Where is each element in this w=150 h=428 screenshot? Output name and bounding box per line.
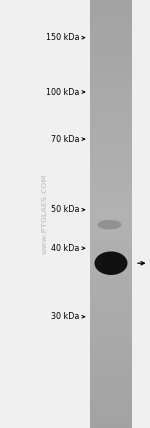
Text: 50 kDa: 50 kDa (51, 205, 80, 214)
Ellipse shape (98, 220, 122, 229)
Text: 100 kDa: 100 kDa (46, 87, 80, 97)
Text: 70 kDa: 70 kDa (51, 134, 80, 144)
Ellipse shape (94, 252, 128, 275)
Text: 150 kDa: 150 kDa (46, 33, 80, 42)
Text: www.PTGLAES.COM: www.PTGLAES.COM (42, 174, 48, 254)
Text: 30 kDa: 30 kDa (51, 312, 80, 321)
Text: 40 kDa: 40 kDa (51, 244, 80, 253)
Bar (90, 0, 132, 428)
